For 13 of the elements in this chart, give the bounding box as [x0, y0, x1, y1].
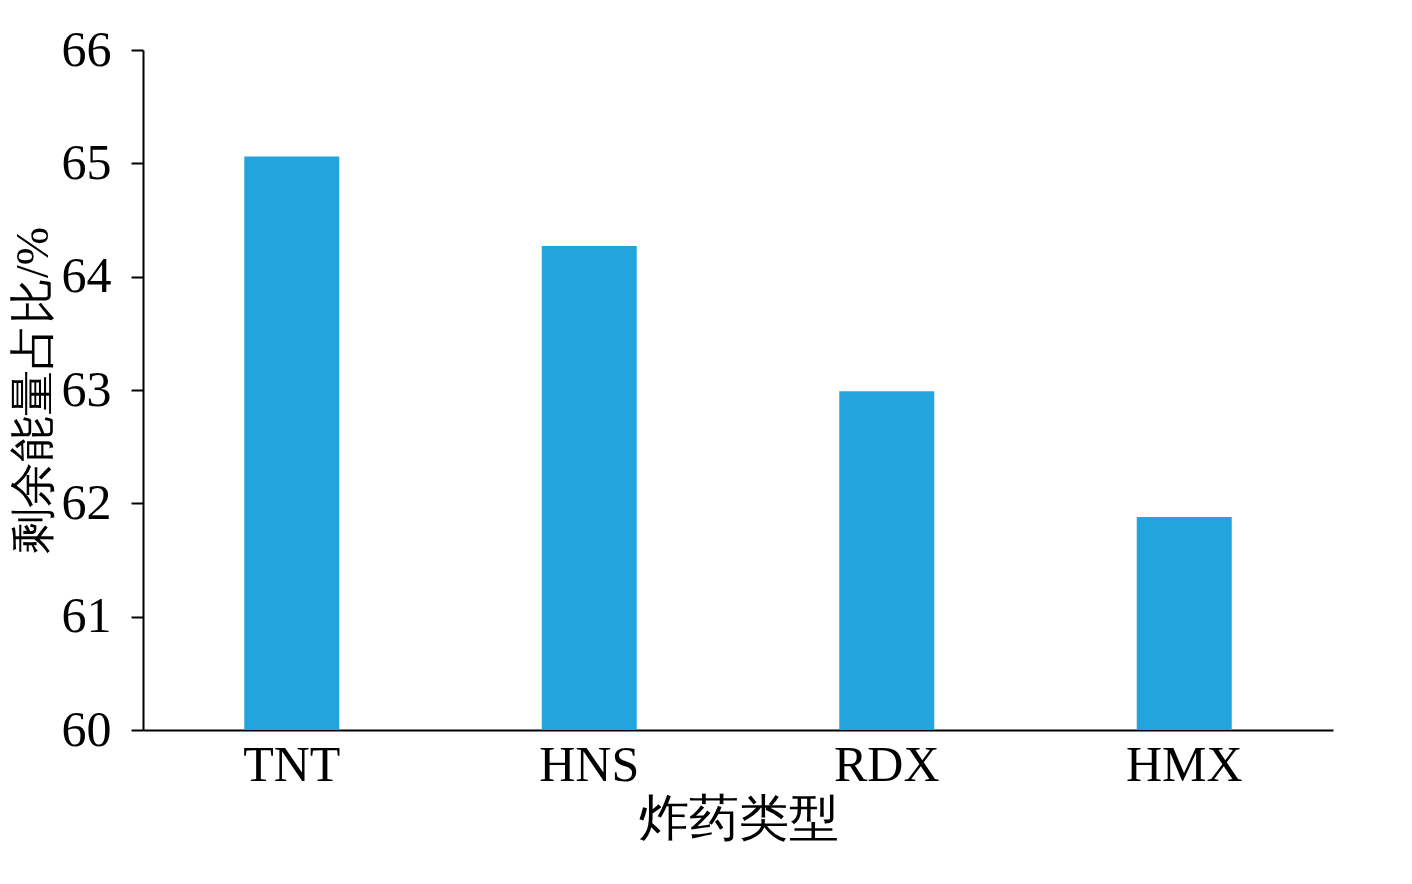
y-tick-label: 61 — [61, 587, 112, 644]
x-tick-label: RDX — [833, 735, 940, 792]
y-axis-title: 剩余能量占比/% — [6, 226, 58, 555]
x-tick-label: HNS — [539, 735, 640, 792]
y-tick-label: 63 — [61, 360, 112, 417]
x-tick-label: TNT — [243, 735, 341, 792]
x-axis-title: 炸药类型 — [638, 789, 839, 846]
y-tick-label: 60 — [61, 700, 112, 757]
x-tick-label: HMX — [1125, 735, 1243, 792]
y-tick-label: 64 — [61, 247, 112, 304]
y-tick-label: 65 — [61, 133, 112, 190]
y-tick-label: 66 — [61, 20, 112, 77]
y-tick-label: 62 — [61, 473, 112, 530]
